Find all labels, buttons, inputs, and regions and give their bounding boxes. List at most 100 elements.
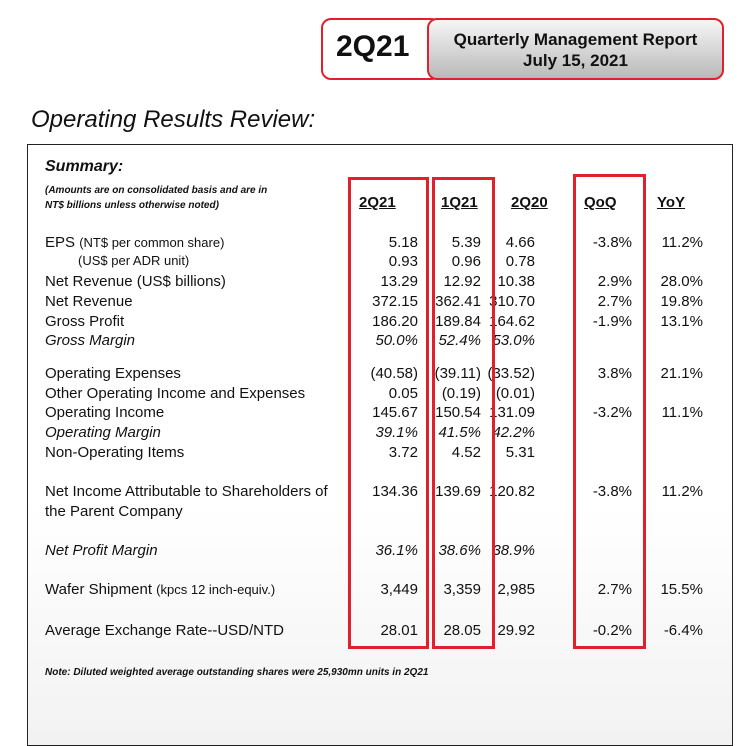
cell-2q20: 4.66 xyxy=(505,234,535,251)
row-label: Other Operating Income and Expenses xyxy=(45,385,306,402)
cell-qoq: -3.8% xyxy=(592,234,632,251)
row-label: Net Revenue (US$ billions) xyxy=(45,273,226,290)
highlight-qoq xyxy=(573,174,646,649)
table-row: Operating Margin 39.1% 41.5% 42.2% xyxy=(0,424,740,444)
cell-2q20: 120.82 xyxy=(489,483,535,500)
cell-qoq: 2.9% xyxy=(597,273,632,290)
cell-2q21: 3.72 xyxy=(388,444,418,461)
cell-2q21: 36.1% xyxy=(375,542,418,559)
cell-2q20: 164.62 xyxy=(489,313,535,330)
cell-2q21: 13.29 xyxy=(380,273,418,290)
cell-qoq: 3.8% xyxy=(597,365,632,382)
cell-2q21: 372.15 xyxy=(372,293,418,310)
cell-1q21: 0.96 xyxy=(451,253,481,270)
row-label: Net Revenue xyxy=(45,293,133,310)
row-label: Operating Margin xyxy=(45,424,161,441)
cell-2q21: 0.93 xyxy=(388,253,418,270)
cell-2q21: 186.20 xyxy=(372,313,418,330)
cell-qoq: 2.7% xyxy=(597,293,632,310)
cell-yoy: 11.1% xyxy=(661,404,703,421)
cell-2q21: 3,449 xyxy=(380,581,418,598)
cell-1q21: (39.11) xyxy=(434,365,481,382)
row-label: Non-Operating Items xyxy=(45,444,185,461)
col-header-2q20: 2Q20 xyxy=(511,194,548,211)
cell-2q20: 0.78 xyxy=(505,253,535,270)
cell-2q21: 28.01 xyxy=(380,622,418,639)
row-label: EPS (NT$ per common share) xyxy=(45,234,225,251)
cell-2q20: 53.0% xyxy=(492,332,535,349)
report-date: July 15, 2021 xyxy=(523,51,628,70)
row-label: Wafer Shipment (kpcs 12 inch-equiv.) xyxy=(45,581,276,598)
row-label: Operating Income xyxy=(45,404,165,421)
highlight-1q21 xyxy=(432,177,495,649)
cell-1q21: 12.92 xyxy=(443,273,481,290)
cell-yoy: 11.2% xyxy=(661,234,703,251)
cell-1q21: 150.54 xyxy=(435,404,481,421)
cell-1q21: 5.39 xyxy=(451,234,481,251)
summary-title: Summary: xyxy=(45,158,124,175)
cell-2q20: 131.09 xyxy=(489,404,535,421)
row-label-cont: the Parent Company xyxy=(45,503,183,520)
cell-1q21: 3,359 xyxy=(443,581,481,598)
cell-yoy: 21.1% xyxy=(660,365,703,382)
cell-1q21: 189.84 xyxy=(435,313,481,330)
row-label: Average Exchange Rate--USD/NTD xyxy=(45,622,284,639)
row-label: Net Profit Margin xyxy=(45,542,158,559)
cell-2q21: 145.67 xyxy=(372,404,418,421)
cell-2q20: 42.2% xyxy=(492,424,535,441)
table-row: Average Exchange Rate--USD/NTD 28.01 28.05… xyxy=(0,622,740,642)
table-row: Net Profit Margin 36.1% 38.6% 38.9% xyxy=(0,542,740,562)
table-row: Net Revenue (US$ billions) 13.29 12.92 10.3… xyxy=(0,273,740,293)
cell-2q20: (0.01) xyxy=(495,385,535,402)
table-row: Gross Profit 186.20 189.84 164.62 -1.9% 13.1% xyxy=(0,313,740,333)
cell-1q21: 52.4% xyxy=(438,332,481,349)
table-row: Net Revenue 372.15 362.41 310.70 2.7% 19.8% xyxy=(0,293,740,313)
report-header: Quarterly Management Report July 15, 202… xyxy=(427,18,724,80)
report-title: Quarterly Management Report xyxy=(453,30,698,49)
table-row: (US$ per ADR unit) 0.93 0.96 0.78 xyxy=(0,253,740,273)
highlight-2q21 xyxy=(348,177,429,649)
col-header-2q21: 2Q21 xyxy=(359,194,396,211)
cell-2q21: 39.1% xyxy=(375,424,418,441)
cell-2q21: 50.0% xyxy=(375,332,418,349)
row-label: Operating Expenses xyxy=(45,365,181,382)
cell-yoy: 28.0% xyxy=(660,273,703,290)
row-label: (US$ per ADR unit) xyxy=(78,253,190,268)
table-row: Operating Income 145.67 150.54 131.09 -3.2% 1… xyxy=(0,404,740,424)
cell-yoy: 11.2% xyxy=(661,483,703,500)
table-row: Wafer Shipment (kpcs 12 inch-equiv.) 3,44… xyxy=(0,581,740,601)
cell-yoy: -6.4% xyxy=(663,622,703,639)
cell-2q21: (40.58) xyxy=(370,365,418,382)
cell-qoq: -1.9% xyxy=(592,313,632,330)
cell-2q21: 134.36 xyxy=(372,483,418,500)
quarter-label: 2Q21 xyxy=(336,30,410,63)
cell-2q20: 10.38 xyxy=(497,273,535,290)
section-title: Operating Results Review: xyxy=(31,106,316,133)
table-row: Non-Operating Items 3.72 4.52 5.31 xyxy=(0,444,740,464)
cell-2q20: 29.92 xyxy=(497,622,535,639)
table-row: EPS (NT$ per common share) 5.18 5.39 4.66 -3… xyxy=(0,234,740,254)
cell-qoq: -3.8% xyxy=(592,483,632,500)
cell-2q20: 310.70 xyxy=(489,293,535,310)
cell-2q20: 38.9% xyxy=(492,542,535,559)
cell-1q21: (0.19) xyxy=(441,385,481,402)
cell-qoq: -0.2% xyxy=(592,622,632,639)
footnote: Note: Diluted weighted average outstandi… xyxy=(45,667,429,678)
cell-1q21: 139.69 xyxy=(435,483,481,500)
table-row: Gross Margin 50.0% 52.4% 53.0% xyxy=(0,332,740,352)
cell-yoy: 15.5% xyxy=(660,581,703,598)
cell-1q21: 28.05 xyxy=(443,622,481,639)
cell-yoy: 19.8% xyxy=(660,293,703,310)
cell-1q21: 38.6% xyxy=(438,542,481,559)
summary-note: (Amounts are on consolidated basis and a… xyxy=(45,185,268,211)
quarter-badge xyxy=(321,18,441,80)
cell-qoq: 2.7% xyxy=(597,581,632,598)
col-header-1q21: 1Q21 xyxy=(441,194,478,211)
row-label: Gross Margin xyxy=(45,332,136,349)
cell-2q21: 0.05 xyxy=(388,385,418,402)
cell-qoq: -3.2% xyxy=(592,404,632,421)
col-header-qoq: QoQ xyxy=(584,194,617,211)
row-label: Net Income Attributable to Shareholders … xyxy=(45,483,328,500)
cell-1q21: 362.41 xyxy=(435,293,481,310)
col-header-yoy: YoY xyxy=(657,194,686,211)
